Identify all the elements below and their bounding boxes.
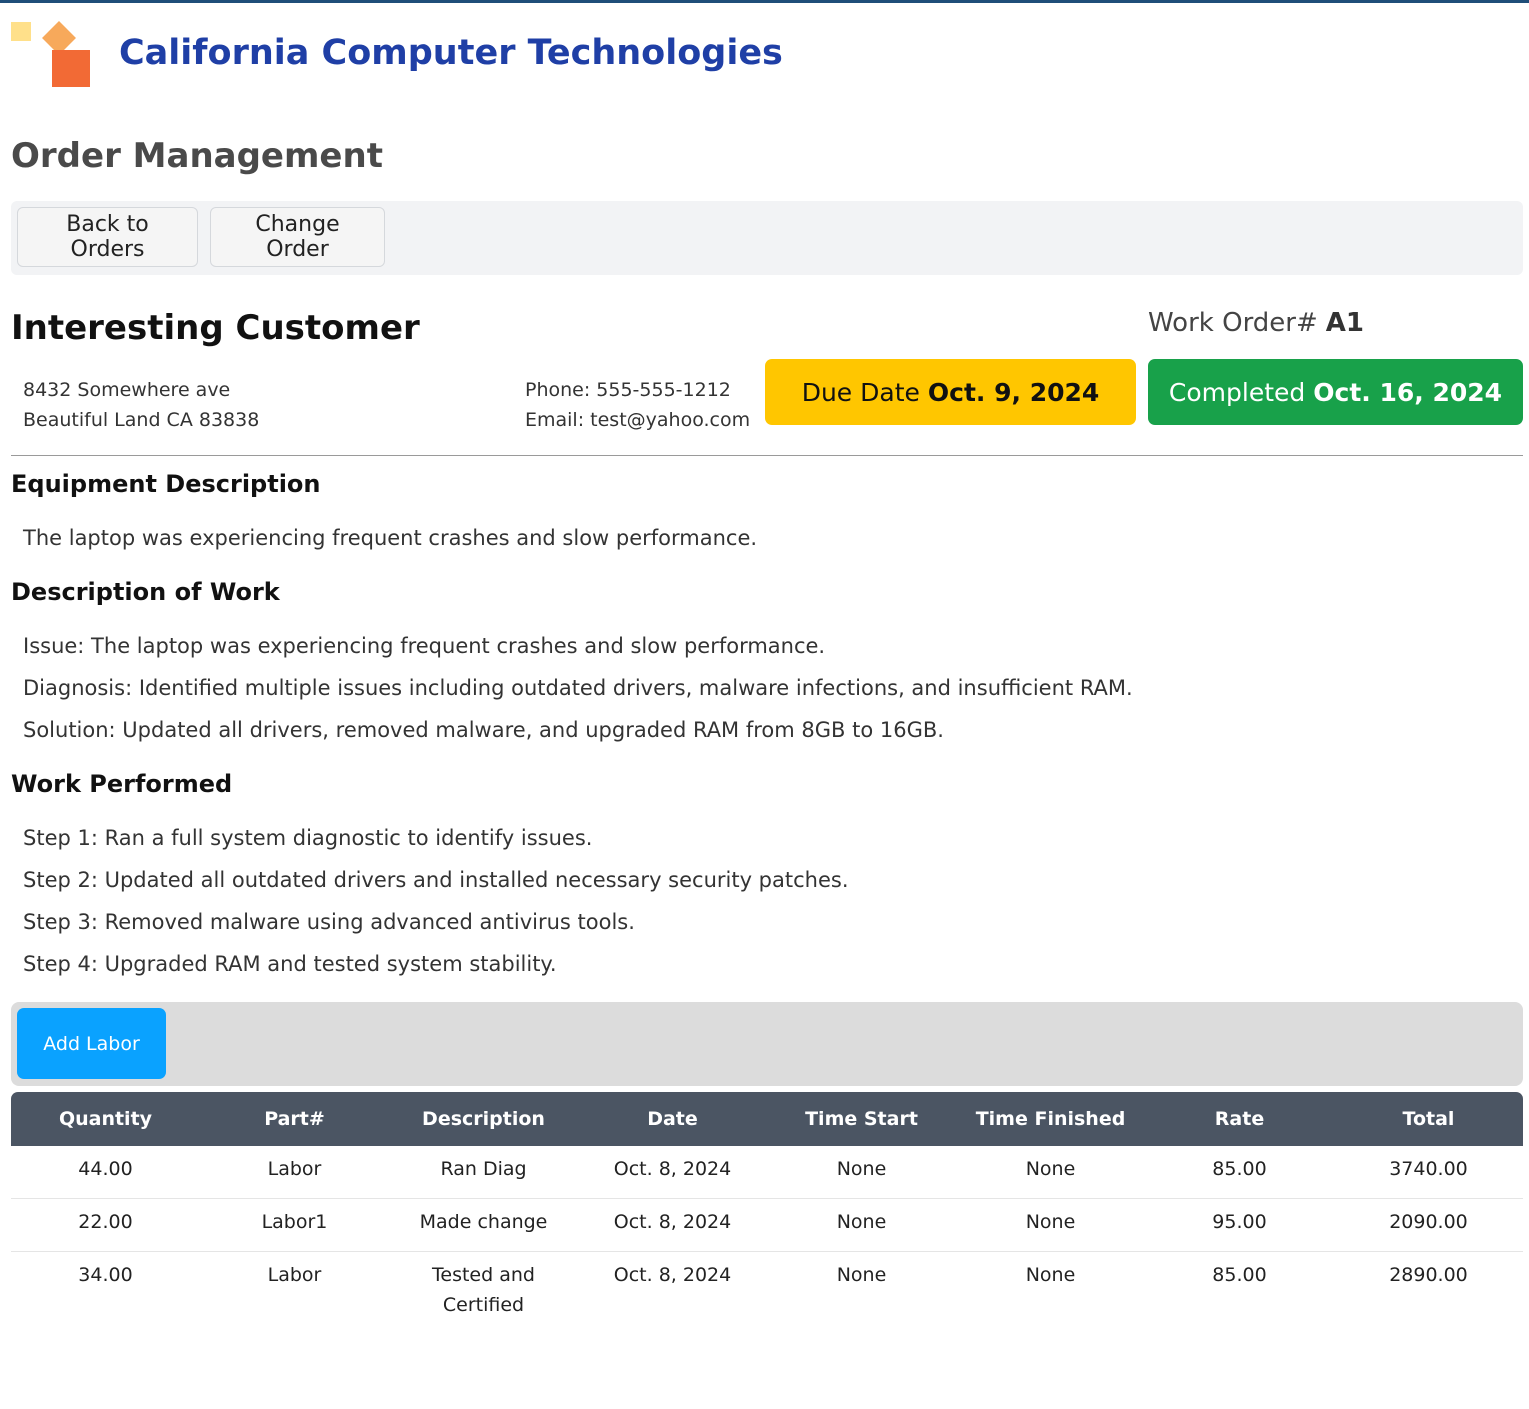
work-order-label: Work Order#	[1148, 308, 1318, 338]
issue-line: Issue: The laptop was experiencing frequ…	[23, 634, 826, 658]
labor-toolbar: Add Labor	[11, 1002, 1523, 1086]
time-finished-cell: None	[956, 1198, 1145, 1252]
work-performed-heading: Work Performed	[11, 770, 233, 798]
solution-line: Solution: Updated all drivers, removed m…	[23, 718, 944, 742]
column-header-time-finished[interactable]: Time Finished	[956, 1092, 1145, 1146]
part-cell: Labor1	[200, 1198, 389, 1252]
back-to-orders-button[interactable]: Back to Orders	[17, 207, 198, 267]
time-finished-cell: None	[1025, 1264, 1076, 1286]
quantity-cell: 44.00	[11, 1146, 200, 1199]
due-date-label: Due Date	[801, 377, 920, 407]
total-cell: 2090.00	[1334, 1198, 1523, 1252]
date-cell: Oct. 8, 2024	[613, 1264, 732, 1286]
total-cell: 2890.00	[1389, 1264, 1468, 1286]
column-header-part[interactable]: Part#	[200, 1092, 389, 1146]
customer-name: Interesting Customer	[11, 308, 420, 348]
due-date-badge: Due Date Oct. 9, 2024	[765, 359, 1136, 425]
customer-address: 8432 Somewhere ave Beautiful Land CA 838…	[23, 375, 259, 435]
column-header-description[interactable]: Description	[389, 1092, 578, 1146]
company-logo-icon[interactable]	[11, 13, 91, 93]
due-date-value: Oct. 9, 2024	[927, 377, 1100, 407]
work-step: Step 2: Updated all outdated drivers and…	[23, 868, 849, 892]
customer-contact: Phone: 555-555-1212 Email: test@yahoo.co…	[525, 375, 750, 435]
address-line-2: Beautiful Land CA 83838	[23, 409, 260, 431]
company-name[interactable]: California Computer Technologies	[119, 33, 783, 73]
work-step: Step 4: Upgraded RAM and tested system s…	[23, 952, 557, 976]
page-title: Order Management	[11, 136, 383, 176]
completed-date-badge: Completed Oct. 16, 2024	[1148, 359, 1523, 425]
order-toolbar: Back to Orders Change Order	[11, 201, 1523, 275]
labor-table: Quantity Part# Description Date Time Sta…	[11, 1092, 1523, 1334]
work-order-value: A1	[1325, 308, 1364, 338]
time-finished-cell: None	[956, 1146, 1145, 1199]
column-header-date[interactable]: Date	[578, 1092, 767, 1146]
part-cell: Labor	[267, 1264, 322, 1286]
table-row[interactable]: 44.00 Labor Ran Diag Oct. 8, 2024 None N…	[11, 1146, 1523, 1199]
time-start-cell: None	[836, 1264, 887, 1286]
page: California Computer Technologies Order M…	[11, 3, 1523, 1316]
column-header-rate[interactable]: Rate	[1145, 1092, 1334, 1146]
work-order-number: Work Order# A1	[1148, 308, 1364, 338]
description-cell: Tested and Certified	[432, 1264, 535, 1316]
description-cell: Made change	[389, 1198, 578, 1252]
total-cell: 3740.00	[1334, 1146, 1523, 1199]
table-row[interactable]: 34.00 Labor Tested and Certified Oct. 8,…	[11, 1252, 1523, 1335]
part-cell: Labor	[200, 1146, 389, 1199]
customer-email: Email: test@yahoo.com	[525, 409, 751, 431]
rate-cell: 85.00	[1145, 1146, 1334, 1199]
customer-phone: Phone: 555-555-1212	[525, 379, 731, 401]
column-header-total[interactable]: Total	[1334, 1092, 1523, 1146]
address-line-1: 8432 Somewhere ave	[23, 379, 231, 401]
description-cell: Ran Diag	[389, 1146, 578, 1199]
time-start-cell: None	[767, 1198, 956, 1252]
time-start-cell: None	[767, 1146, 956, 1199]
equipment-heading: Equipment Description	[11, 470, 321, 498]
labor-table-header: Quantity Part# Description Date Time Sta…	[11, 1092, 1523, 1146]
equipment-text: The laptop was experiencing frequent cra…	[23, 526, 758, 550]
rate-cell: 85.00	[1212, 1264, 1267, 1286]
completed-label: Completed	[1168, 377, 1306, 407]
date-cell: Oct. 8, 2024	[578, 1198, 767, 1252]
divider	[11, 455, 1523, 456]
header: California Computer Technologies	[11, 3, 1523, 103]
quantity-cell: 22.00	[11, 1198, 200, 1252]
completed-date-value: Oct. 16, 2024	[1313, 377, 1503, 407]
rate-cell: 95.00	[1145, 1198, 1334, 1252]
add-labor-button[interactable]: Add Labor	[17, 1008, 166, 1079]
table-row[interactable]: 22.00 Labor1 Made change Oct. 8, 2024 No…	[11, 1198, 1523, 1252]
date-cell: Oct. 8, 2024	[578, 1146, 767, 1199]
column-header-time-start[interactable]: Time Start	[767, 1092, 956, 1146]
work-step: Step 3: Removed malware using advanced a…	[23, 910, 635, 934]
quantity-cell: 34.00	[78, 1264, 133, 1286]
column-header-quantity[interactable]: Quantity	[11, 1092, 200, 1146]
diagnosis-line: Diagnosis: Identified multiple issues in…	[23, 676, 1133, 700]
work-description-heading: Description of Work	[11, 578, 280, 606]
work-step: Step 1: Ran a full system diagnostic to …	[23, 826, 593, 850]
change-order-button[interactable]: Change Order	[210, 207, 385, 267]
